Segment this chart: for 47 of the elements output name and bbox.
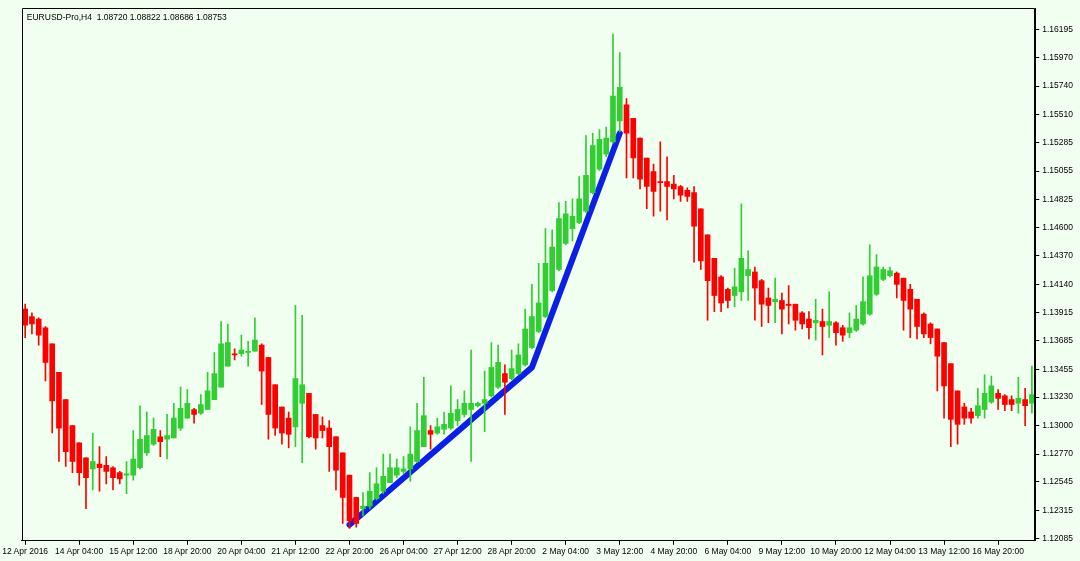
x-tick-label: 4 May 20:00 [650, 546, 698, 557]
x-tick-label: 10 May 20:00 [810, 546, 862, 557]
y-tick-label: 1.13685 [1042, 335, 1074, 346]
x-tick-label: 18 Apr 20:00 [163, 546, 212, 557]
x-tick-label: 21 Apr 12:00 [271, 546, 320, 557]
candlestick [157, 430, 164, 457]
y-tick-label: 1.14140 [1042, 278, 1074, 289]
y-tick-label: 1.15285 [1042, 136, 1074, 147]
text: EURUSD-Pro,H4 1.08720 1.08822 1.08686 1.08753 [26, 11, 227, 22]
y-tick-label: 1.13230 [1042, 391, 1074, 402]
y-tick-label: 1.13000 [1042, 419, 1074, 430]
candlestick [812, 298, 819, 341]
x-tick-label: 12 Apr 2016 [2, 546, 49, 557]
y-tick-label: 1.13455 [1042, 363, 1074, 374]
y-tick-label: 1.12085 [1042, 533, 1074, 544]
x-tick-label: 12 May 04:00 [864, 546, 917, 557]
x-tick-label: 13 May 12:00 [918, 546, 971, 557]
y-tick-label: 1.15740 [1042, 80, 1074, 91]
x-tick-label: 28 Apr 20:00 [487, 546, 537, 557]
y-tick-label: 1.13915 [1042, 306, 1074, 317]
x-tick-label: 2 May 04:00 [542, 546, 590, 557]
y-tick-label: 1.14370 [1042, 250, 1074, 261]
candlestick [502, 364, 508, 415]
y-tick-label: 1.14600 [1042, 221, 1074, 232]
y-tick-label: 1.16195 [1042, 24, 1074, 35]
candlestick [772, 277, 778, 324]
candlestick [360, 492, 366, 517]
candlestick [1022, 388, 1028, 426]
x-tick-label: 22 Apr 20:00 [325, 546, 374, 557]
candlestick [89, 432, 96, 491]
x-tick-label: 3 May 12:00 [596, 546, 644, 557]
x-tick-label: 6 May 04:00 [704, 546, 752, 557]
x-tick-label: 14 Apr 04:00 [55, 546, 104, 557]
y-tick-label: 1.15510 [1042, 108, 1074, 119]
x-tick-label: 15 Apr 12:00 [109, 546, 158, 557]
x-tick-label: 9 May 12:00 [758, 546, 806, 557]
x-tick-label: 27 Apr 12:00 [433, 546, 482, 557]
candlestick [826, 291, 833, 338]
x-tick-label: 16 May 20:00 [972, 546, 1025, 557]
y-tick-label: 1.12315 [1042, 504, 1074, 515]
x-tick-label: 26 Apr 04:00 [379, 546, 428, 557]
x-tick-label: 20 Apr 04:00 [217, 546, 266, 557]
y-tick-label: 1.12545 [1042, 476, 1074, 487]
y-tick-label: 1.15970 [1042, 52, 1074, 62]
y-tick-label: 1.12770 [1042, 448, 1074, 459]
y-tick-label: 1.15055 [1042, 165, 1074, 176]
y-tick-label: 1.14825 [1042, 193, 1074, 204]
